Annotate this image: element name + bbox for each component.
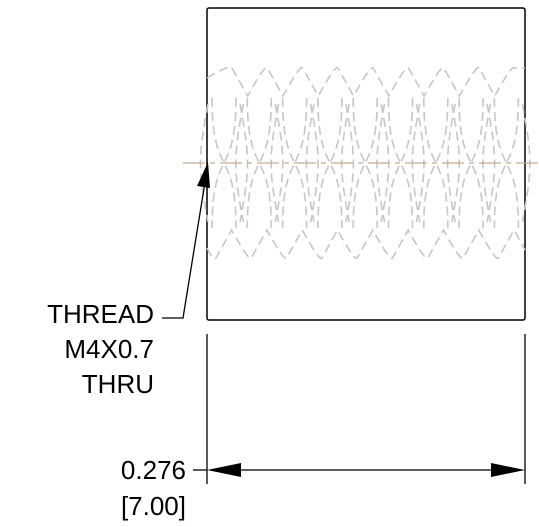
thread-hidden-curve <box>345 103 355 223</box>
dimension-mm-label: [7.00] <box>120 491 186 521</box>
thread-hidden-curve <box>206 66 525 98</box>
thread-hidden-curve <box>309 103 319 223</box>
callout-leader-arrowhead <box>197 162 210 188</box>
callout-thread-label: THREAD <box>47 299 154 329</box>
callout-leader-line <box>162 169 208 319</box>
callout-size-label: M4X0.7 <box>64 334 154 364</box>
part-outline <box>206 7 526 321</box>
dimension-arrow-left <box>207 463 241 477</box>
dimension-inch-label: 0.276 <box>120 455 186 485</box>
callout-thru-label: THRU <box>81 369 154 399</box>
thread-hidden-curve <box>274 103 284 223</box>
dimension-arrow-right <box>491 463 525 477</box>
thread-hidden-curve <box>206 228 526 260</box>
